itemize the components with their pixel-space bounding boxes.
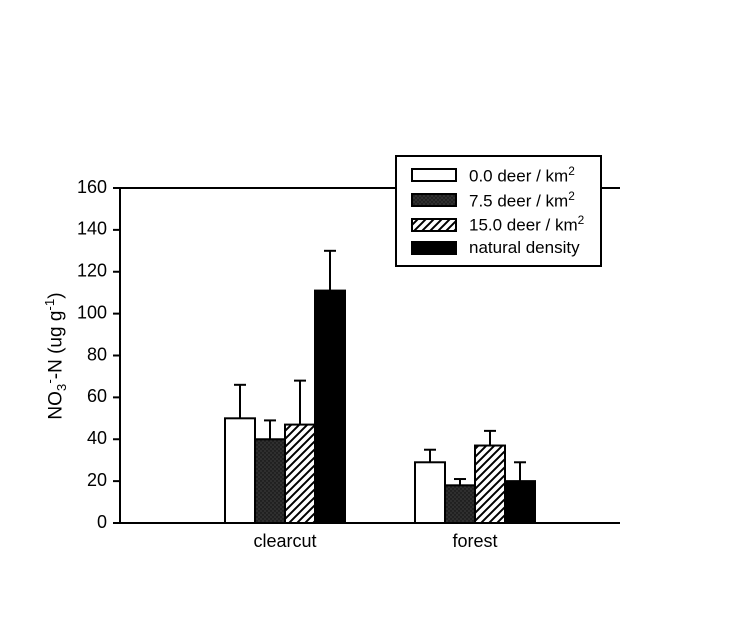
legend-label-s2: 15.0 deer / km2 [463, 212, 590, 237]
legend-swatch-s2 [405, 212, 463, 237]
legend-label-s1: 7.5 deer / km2 [463, 188, 590, 213]
legend: 0.0 deer / km27.5 deer / km215.0 deer / … [395, 155, 602, 267]
bar-forest-s3 [505, 481, 535, 523]
y-axis-title: NO3--N (ug g-1) [42, 246, 70, 466]
legend-table: 0.0 deer / km27.5 deer / km215.0 deer / … [405, 163, 590, 259]
y-tick-label: 0 [97, 512, 107, 532]
legend-swatch-s1 [405, 188, 463, 213]
y-tick-label: 100 [77, 302, 107, 322]
bar-forest-s2 [475, 446, 505, 523]
legend-row-s3: natural density [405, 237, 590, 259]
bar-forest-s0 [415, 462, 445, 523]
legend-row-s0: 0.0 deer / km2 [405, 163, 590, 188]
legend-row-s1: 7.5 deer / km2 [405, 188, 590, 213]
y-axis-title-text: NO3--N (ug g-1) [42, 246, 69, 466]
y-tick-label: 80 [87, 344, 107, 364]
x-category-label: clearcut [253, 531, 316, 551]
y-tick-label: 140 [77, 219, 107, 239]
y-tick-label: 60 [87, 386, 107, 406]
x-category-label: forest [452, 531, 497, 551]
legend-swatch-s0 [405, 163, 463, 188]
legend-row-s2: 15.0 deer / km2 [405, 212, 590, 237]
y-tick-label: 120 [77, 261, 107, 281]
bar-clearcut-s0 [225, 418, 255, 523]
bar-clearcut-s2 [285, 425, 315, 523]
bar-clearcut-s3 [315, 291, 345, 523]
bar-clearcut-s1 [255, 439, 285, 523]
legend-label-s3: natural density [463, 237, 590, 259]
legend-swatch-s3 [405, 237, 463, 259]
legend-label-s0: 0.0 deer / km2 [463, 163, 590, 188]
y-tick-label: 160 [77, 177, 107, 197]
y-tick-label: 20 [87, 470, 107, 490]
y-tick-label: 40 [87, 428, 107, 448]
bar-forest-s1 [445, 485, 475, 523]
